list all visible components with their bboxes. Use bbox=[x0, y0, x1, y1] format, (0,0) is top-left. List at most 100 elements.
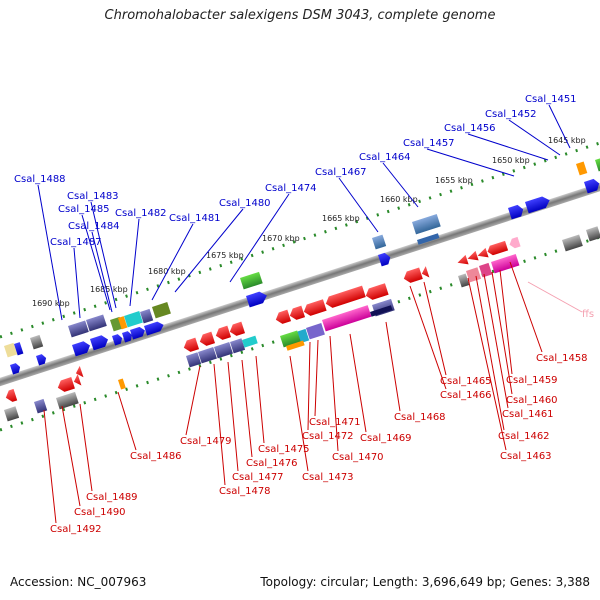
forward-gene-label[interactable]: Csal_1451 bbox=[525, 94, 577, 105]
gene-block[interactable] bbox=[306, 323, 325, 340]
gene-block[interactable] bbox=[230, 338, 246, 354]
reverse-gene-label[interactable]: Csal_1489 bbox=[86, 492, 138, 503]
gene-block[interactable] bbox=[586, 226, 600, 242]
reverse-gene-label[interactable]: Csal_1475 bbox=[258, 444, 310, 455]
gene-block[interactable] bbox=[118, 378, 126, 390]
gene-arrow[interactable] bbox=[364, 283, 389, 301]
gene-block[interactable] bbox=[214, 342, 233, 359]
forward-gene-label[interactable]: Csal_1487 bbox=[50, 237, 102, 248]
gene-block[interactable] bbox=[34, 398, 48, 414]
reverse-gene-label[interactable]: Csal_1476 bbox=[246, 458, 298, 469]
reverse-gene-label[interactable]: Csal_1463 bbox=[500, 451, 552, 462]
gene-arrow[interactable] bbox=[4, 388, 18, 404]
gene-block[interactable] bbox=[417, 233, 440, 245]
forward-gene-label[interactable]: Csal_1464 bbox=[359, 152, 411, 163]
reverse-gene-label[interactable]: Csal_1473 bbox=[302, 472, 354, 483]
reverse-gene-label[interactable]: Csal_1471 bbox=[309, 417, 361, 428]
gene-block[interactable] bbox=[4, 406, 20, 422]
gene-block[interactable] bbox=[68, 320, 89, 338]
gene-arrow[interactable] bbox=[324, 285, 366, 310]
gene-block[interactable] bbox=[286, 340, 305, 351]
gene-block[interactable] bbox=[595, 156, 600, 172]
gene-block[interactable] bbox=[124, 311, 143, 328]
rna-gene-label[interactable]: ffs bbox=[582, 309, 594, 320]
gene-arrow[interactable] bbox=[74, 365, 84, 379]
gene-arrow[interactable] bbox=[486, 240, 509, 257]
gene-block[interactable] bbox=[86, 314, 107, 332]
gene-arrow[interactable] bbox=[246, 290, 269, 308]
forward-gene-label[interactable]: Csal_1483 bbox=[67, 191, 119, 202]
gene-block[interactable] bbox=[4, 342, 18, 358]
reverse-gene-label[interactable]: Csal_1490 bbox=[74, 507, 126, 518]
forward-gene-label[interactable]: Csal_1467 bbox=[315, 167, 367, 178]
gene-arrow[interactable] bbox=[584, 178, 600, 194]
forward-gene-label[interactable]: Csal_1488 bbox=[14, 174, 66, 185]
gene-block[interactable] bbox=[198, 347, 217, 364]
reverse-gene-label[interactable]: Csal_1462 bbox=[498, 431, 550, 442]
gene-arrow[interactable] bbox=[182, 337, 200, 354]
forward-gene-label[interactable]: Csal_1456 bbox=[444, 123, 496, 134]
gene-block[interactable] bbox=[56, 391, 79, 410]
reverse-gene-label[interactable]: Csal_1477 bbox=[232, 472, 284, 483]
gene-block[interactable] bbox=[14, 342, 24, 356]
reverse-gene-label[interactable]: Csal_1486 bbox=[130, 451, 182, 462]
gene-block[interactable] bbox=[140, 308, 154, 324]
gene-block[interactable] bbox=[466, 267, 482, 283]
reverse-gene-label[interactable]: Csal_1468 bbox=[394, 412, 446, 423]
gene-block[interactable] bbox=[242, 335, 258, 348]
gene-arrow[interactable] bbox=[288, 305, 306, 322]
reverse-gene-label[interactable]: Csal_1479 bbox=[180, 436, 232, 447]
forward-gene-label[interactable]: Csal_1485 bbox=[58, 204, 110, 215]
gene-arrow[interactable] bbox=[378, 252, 392, 267]
gene-arrow[interactable] bbox=[36, 353, 48, 366]
gene-block[interactable] bbox=[118, 316, 128, 330]
gene-block[interactable] bbox=[576, 161, 588, 176]
gene-block[interactable] bbox=[186, 352, 202, 368]
gene-arrow[interactable] bbox=[122, 330, 134, 343]
gene-arrow[interactable] bbox=[456, 254, 469, 268]
gene-block[interactable] bbox=[412, 213, 441, 235]
gene-arrow[interactable] bbox=[72, 340, 92, 357]
reverse-gene-label[interactable]: Csal_1470 bbox=[332, 452, 384, 463]
gene-arrow[interactable] bbox=[214, 325, 232, 342]
gene-arrow[interactable] bbox=[420, 266, 430, 279]
gene-arrow[interactable] bbox=[302, 299, 327, 317]
forward-gene-label[interactable]: Csal_1484 bbox=[68, 221, 120, 232]
reverse-gene-label[interactable]: Csal_1472 bbox=[302, 431, 354, 442]
gene-arrow[interactable] bbox=[90, 334, 110, 351]
reverse-gene-label[interactable]: Csal_1492 bbox=[50, 524, 102, 535]
forward-gene-label[interactable]: Csal_1457 bbox=[403, 138, 455, 149]
reverse-gene-label[interactable]: Csal_1465 bbox=[440, 376, 492, 387]
gene-arrow[interactable] bbox=[402, 267, 423, 284]
reverse-gene-label[interactable]: Csal_1460 bbox=[506, 395, 558, 406]
forward-gene-label[interactable]: Csal_1452 bbox=[485, 109, 537, 120]
gene-block[interactable] bbox=[458, 273, 470, 288]
gene-arrow[interactable] bbox=[144, 320, 165, 336]
reverse-gene-label[interactable]: Csal_1478 bbox=[219, 486, 271, 497]
reverse-gene-label[interactable]: Csal_1461 bbox=[502, 409, 554, 420]
gene-block[interactable] bbox=[322, 305, 372, 332]
gene-block[interactable] bbox=[370, 305, 393, 317]
reverse-gene-label[interactable]: Csal_1459 bbox=[506, 375, 558, 386]
gene-arrow[interactable] bbox=[72, 374, 82, 387]
gene-block[interactable] bbox=[479, 262, 493, 278]
gene-arrow[interactable] bbox=[56, 377, 75, 393]
gene-arrow[interactable] bbox=[508, 236, 521, 250]
gene-block[interactable] bbox=[562, 234, 583, 252]
gene-arrow[interactable] bbox=[274, 309, 292, 326]
gene-arrow[interactable] bbox=[508, 204, 525, 220]
gene-arrow[interactable] bbox=[525, 195, 552, 214]
reverse-gene-label[interactable]: Csal_1466 bbox=[440, 390, 492, 401]
forward-gene-label[interactable]: Csal_1482 bbox=[115, 208, 167, 219]
gene-block[interactable] bbox=[372, 234, 387, 250]
gene-block[interactable] bbox=[152, 302, 171, 319]
forward-gene-label[interactable]: Csal_1480 bbox=[219, 198, 271, 209]
gene-arrow[interactable] bbox=[112, 333, 124, 346]
gene-arrow[interactable] bbox=[476, 247, 489, 261]
gene-block[interactable] bbox=[30, 334, 44, 350]
reverse-gene-label[interactable]: Csal_1458 bbox=[536, 353, 588, 364]
gene-arrow[interactable] bbox=[198, 331, 216, 348]
gene-arrow[interactable] bbox=[10, 362, 22, 375]
forward-gene-label[interactable]: Csal_1481 bbox=[169, 213, 221, 224]
forward-gene-label[interactable]: Csal_1474 bbox=[265, 183, 317, 194]
